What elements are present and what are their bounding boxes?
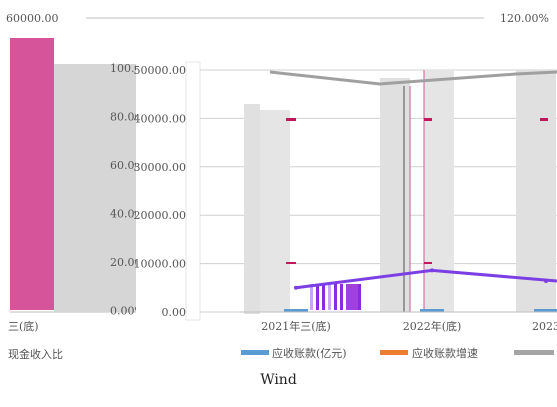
front-ytick-label: 30000.00 xyxy=(134,161,187,174)
series-point xyxy=(294,286,298,290)
purple-stripe xyxy=(316,284,319,310)
purple-striped-block xyxy=(310,284,361,310)
front-ytick-label: 50000.00 xyxy=(134,64,187,77)
front-xtick-label: 2022年(底) xyxy=(403,319,462,333)
purple-stripe xyxy=(310,284,313,310)
red-mark-2021 xyxy=(286,118,296,121)
front-ytick-label: 0.00 xyxy=(162,306,187,319)
source-label: Wind xyxy=(0,372,557,388)
mid-bar-area xyxy=(54,64,140,312)
front-axis-strip xyxy=(186,62,200,320)
bg-ytick-left: 60000.00 xyxy=(6,12,59,25)
gray-bar-2022b xyxy=(424,70,454,312)
purple-stripe xyxy=(328,284,331,310)
front-xtick-label: 2023 xyxy=(532,320,557,333)
red-mark-2021b xyxy=(286,262,296,264)
gray-bar-2021b xyxy=(260,110,290,312)
gray-bar-2021 xyxy=(244,104,260,314)
front-ytick-label: 10000.00 xyxy=(134,258,187,271)
series-point xyxy=(544,279,548,283)
bg-xtick: 三(底) xyxy=(8,319,39,333)
red-mark-2022b xyxy=(424,262,432,264)
purple-stripe xyxy=(346,284,358,310)
gray-bar-2023 xyxy=(516,70,556,312)
series-point xyxy=(430,268,434,272)
bg-legend-fragment: 现金收入比 xyxy=(8,347,63,361)
legend-swatch-blue xyxy=(241,350,269,355)
purple-stripe xyxy=(334,284,337,310)
front-ytick-label: 20000.00 xyxy=(134,209,187,222)
purple-stripe xyxy=(340,284,343,310)
purple-stripe xyxy=(358,284,361,310)
front-ytick-label: 40000.00 xyxy=(134,112,187,125)
red-mark-2023 xyxy=(540,118,548,121)
legend-label-1: 应收账款(亿元) xyxy=(272,346,347,360)
bg-ytick-right: 120.00% xyxy=(500,12,549,25)
front-chart: 50000.00 40000.00 30000.00 20000.00 10000.00… xyxy=(134,60,557,362)
legend-swatch-orange xyxy=(380,350,408,355)
red-mark-2022 xyxy=(424,118,432,121)
purple-stripe xyxy=(322,284,325,310)
front-xtick-label: 2021年三(底) xyxy=(261,319,331,333)
legend-swatch-gray xyxy=(514,350,554,355)
bg-bar-magenta xyxy=(10,38,54,310)
legend-label-2: 应收账款增速 xyxy=(412,346,478,360)
